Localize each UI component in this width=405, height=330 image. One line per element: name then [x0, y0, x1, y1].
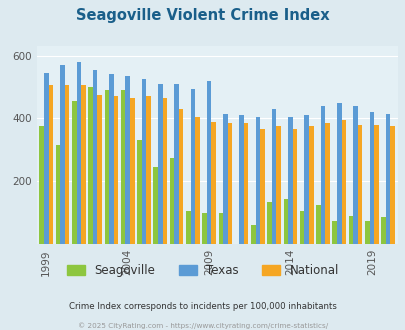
- Bar: [299, 211, 304, 244]
- Bar: [390, 126, 394, 244]
- Bar: [121, 90, 125, 244]
- Bar: [341, 120, 345, 244]
- Bar: [55, 145, 60, 244]
- Bar: [288, 117, 292, 244]
- Bar: [385, 114, 390, 244]
- Bar: [206, 81, 211, 244]
- Bar: [174, 84, 178, 244]
- Bar: [320, 106, 324, 244]
- Bar: [125, 76, 130, 244]
- Bar: [283, 199, 288, 244]
- Bar: [373, 125, 378, 244]
- Bar: [158, 84, 162, 244]
- Bar: [364, 221, 369, 244]
- Bar: [44, 73, 49, 244]
- Bar: [227, 123, 232, 244]
- Bar: [113, 96, 118, 244]
- Bar: [271, 109, 276, 244]
- Bar: [97, 95, 102, 244]
- Bar: [93, 70, 97, 244]
- Legend: Seagoville, Texas, National: Seagoville, Texas, National: [67, 264, 338, 277]
- Bar: [255, 117, 260, 244]
- Bar: [352, 106, 357, 244]
- Text: © 2025 CityRating.com - https://www.cityrating.com/crime-statistics/: © 2025 CityRating.com - https://www.city…: [78, 323, 327, 329]
- Bar: [137, 141, 141, 244]
- Bar: [266, 202, 271, 244]
- Bar: [49, 85, 53, 244]
- Bar: [380, 217, 385, 244]
- Bar: [162, 98, 167, 244]
- Bar: [324, 123, 329, 244]
- Bar: [222, 114, 227, 244]
- Bar: [250, 225, 255, 244]
- Bar: [332, 221, 336, 244]
- Bar: [88, 87, 93, 244]
- Bar: [357, 125, 362, 244]
- Bar: [308, 126, 313, 244]
- Bar: [239, 115, 243, 244]
- Bar: [109, 75, 113, 244]
- Bar: [60, 65, 65, 244]
- Bar: [243, 123, 248, 244]
- Bar: [194, 117, 199, 244]
- Bar: [185, 211, 190, 244]
- Bar: [39, 126, 44, 244]
- Bar: [190, 89, 194, 244]
- Bar: [260, 129, 264, 244]
- Text: Crime Index corresponds to incidents per 100,000 inhabitants: Crime Index corresponds to incidents per…: [69, 302, 336, 311]
- Bar: [141, 79, 146, 244]
- Bar: [146, 96, 150, 244]
- Bar: [81, 85, 85, 244]
- Bar: [169, 158, 174, 244]
- Bar: [178, 109, 183, 244]
- Bar: [130, 98, 134, 244]
- Bar: [369, 112, 373, 244]
- Bar: [153, 167, 158, 244]
- Bar: [104, 90, 109, 244]
- Bar: [77, 62, 81, 244]
- Bar: [276, 126, 280, 244]
- Bar: [218, 213, 222, 244]
- Bar: [65, 85, 69, 244]
- Bar: [348, 216, 352, 244]
- Bar: [336, 103, 341, 244]
- Bar: [202, 213, 206, 244]
- Bar: [211, 122, 215, 244]
- Bar: [315, 205, 320, 244]
- Text: Seagoville Violent Crime Index: Seagoville Violent Crime Index: [76, 8, 329, 23]
- Bar: [292, 129, 296, 244]
- Bar: [72, 101, 77, 244]
- Bar: [304, 115, 308, 244]
